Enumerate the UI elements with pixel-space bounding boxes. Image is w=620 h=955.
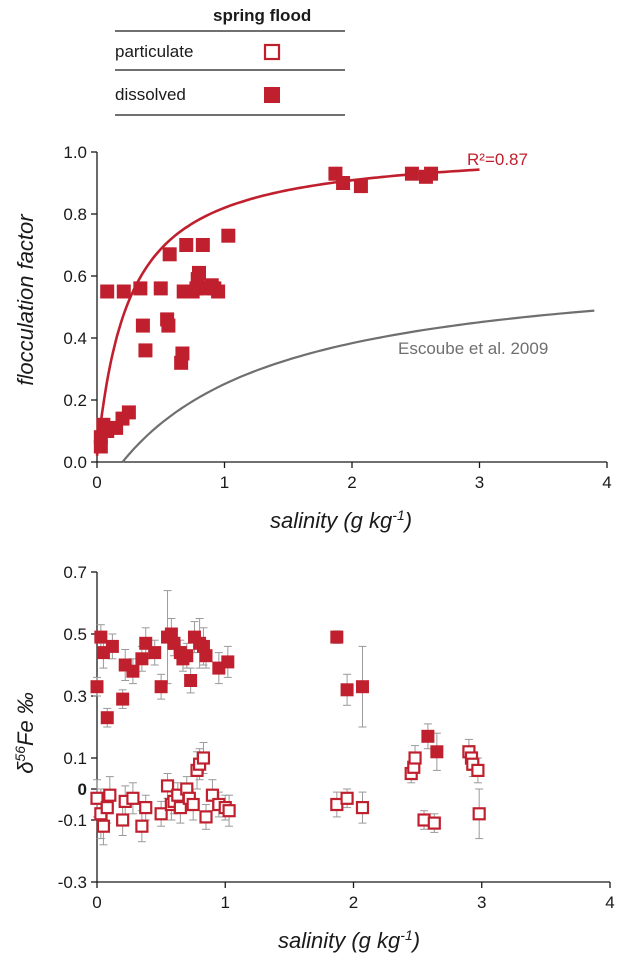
bottom-x-tick-label: 0 <box>92 893 101 912</box>
particulate-point <box>427 816 441 830</box>
bottom-y-tick-label: 0.5 <box>63 625 87 644</box>
dissolved-point <box>94 630 108 644</box>
dissolved-point <box>430 745 444 759</box>
bottom-y-tick-label: -0.1 <box>58 811 87 830</box>
bottom-y-axis-label: δ56Fe ‰ <box>12 692 38 774</box>
particulate-point <box>103 788 117 802</box>
particulate-point <box>355 800 370 815</box>
bottom-x-tick-label: 4 <box>605 893 614 912</box>
dissolved-point <box>116 284 131 299</box>
dissolved-point <box>184 674 198 687</box>
bottom-y-tick-label: 0 <box>78 780 87 799</box>
particulate-point <box>173 800 187 815</box>
particulate-point <box>186 797 200 812</box>
dissolved-point <box>121 405 136 420</box>
top-x-tick-label: 4 <box>602 473 611 492</box>
fit-curve <box>95 168 480 456</box>
dissolved-point <box>192 265 206 280</box>
top-y-tick-label: 0.8 <box>63 205 87 224</box>
dissolved-point <box>195 238 210 252</box>
top-y-axis-label: flocculation factor <box>13 213 38 386</box>
bottom-y-tick-label: 0.7 <box>63 563 87 582</box>
dissolved-point <box>336 176 351 190</box>
bottom-x-tick-label: 2 <box>349 893 358 912</box>
dissolved-point <box>162 247 177 262</box>
top-x-tick-label: 1 <box>220 473 229 492</box>
bottom-x-axis-label: salinity (g kg-1) <box>278 927 420 953</box>
legend: spring flood particulate dissolved <box>115 6 345 116</box>
dissolved-point <box>135 318 150 333</box>
dissolved-point <box>161 318 176 333</box>
particulate-point <box>196 751 211 765</box>
particulate-point <box>139 800 153 815</box>
particulate-point <box>135 819 149 833</box>
top-y-tick-label: 1.0 <box>63 143 87 162</box>
fit-annotation: R²=0.87 <box>467 150 528 169</box>
bottom-panel: 0.7 0.5 0.3 0.1 0 -0.1 -0.3 0 1 2 3 4 <box>58 563 615 912</box>
legend-label-particulate: particulate <box>115 42 193 61</box>
top-y-tick-label: 0.6 <box>63 267 87 286</box>
dissolved-point <box>404 166 419 181</box>
bottom-y-tick-label: 0.3 <box>63 687 87 706</box>
dissolved-point <box>355 680 369 694</box>
particulate-point <box>96 819 111 833</box>
dissolved-point <box>135 652 149 666</box>
dissolved-point <box>221 655 235 669</box>
dissolved-point <box>179 238 194 252</box>
particulate-point <box>471 763 485 778</box>
bottom-y-tick-label: -0.3 <box>58 873 87 892</box>
bottom-x-tick-label: 3 <box>477 893 486 912</box>
escoube-annotation: Escoube et al. 2009 <box>398 339 548 358</box>
dissolved-point <box>133 281 148 296</box>
particulate-point <box>340 791 354 805</box>
dissolved-point <box>353 179 368 194</box>
top-x-tick-label: 2 <box>347 473 356 492</box>
legend-title: spring flood <box>213 6 311 25</box>
top-x-tick-label: 3 <box>475 473 484 492</box>
top-y-tick-label: 0.4 <box>63 329 87 348</box>
dissolved-point <box>153 281 168 296</box>
dissolved-point <box>175 346 190 361</box>
legend-marker-particulate <box>263 43 281 61</box>
dissolved-point <box>116 692 130 706</box>
dissolved-point <box>221 228 236 243</box>
top-x-axis-label: salinity (g kg-1) <box>270 507 412 533</box>
dissolved-point <box>148 646 162 660</box>
dissolved-point <box>105 639 119 653</box>
dissolved-point <box>211 284 226 299</box>
particulate-point <box>154 807 168 821</box>
particulate-point <box>90 791 104 805</box>
top-y-tick-label: 0.2 <box>63 391 87 410</box>
dissolved-point <box>126 664 140 678</box>
dissolved-point <box>424 166 439 181</box>
legend-label-dissolved: dissolved <box>115 85 186 104</box>
particulate-point <box>199 810 213 824</box>
dissolved-point <box>100 711 114 725</box>
particulate-point <box>126 791 140 805</box>
top-x-tick-label: 0 <box>92 473 101 492</box>
dissolved-point <box>93 439 108 454</box>
bottom-x-tick-label: 1 <box>221 893 230 912</box>
dissolved-point <box>180 649 194 663</box>
particulate-point <box>116 813 130 827</box>
legend-marker-dissolved <box>264 87 280 103</box>
top-y-tick-label: 0.0 <box>63 453 87 472</box>
dissolved-point <box>330 630 344 644</box>
dissolved-point <box>90 680 104 694</box>
particulate-point <box>222 804 236 818</box>
particulate-point <box>100 800 114 815</box>
bottom-y-tick-label: 0.1 <box>63 749 87 768</box>
top-panel: 0.0 0.2 0.4 0.6 0.8 1.0 0 1 2 3 4 <box>63 143 611 492</box>
dissolved-point <box>340 683 354 697</box>
dissolved-point <box>100 284 115 299</box>
dissolved-point <box>199 649 213 663</box>
particulate-point <box>472 807 486 821</box>
particulate-point <box>408 751 422 765</box>
escoube-curve <box>121 309 595 463</box>
dissolved-point <box>138 343 153 358</box>
dissolved-point <box>154 680 168 694</box>
particulate-point <box>160 779 175 793</box>
dissolved-point <box>421 729 435 743</box>
